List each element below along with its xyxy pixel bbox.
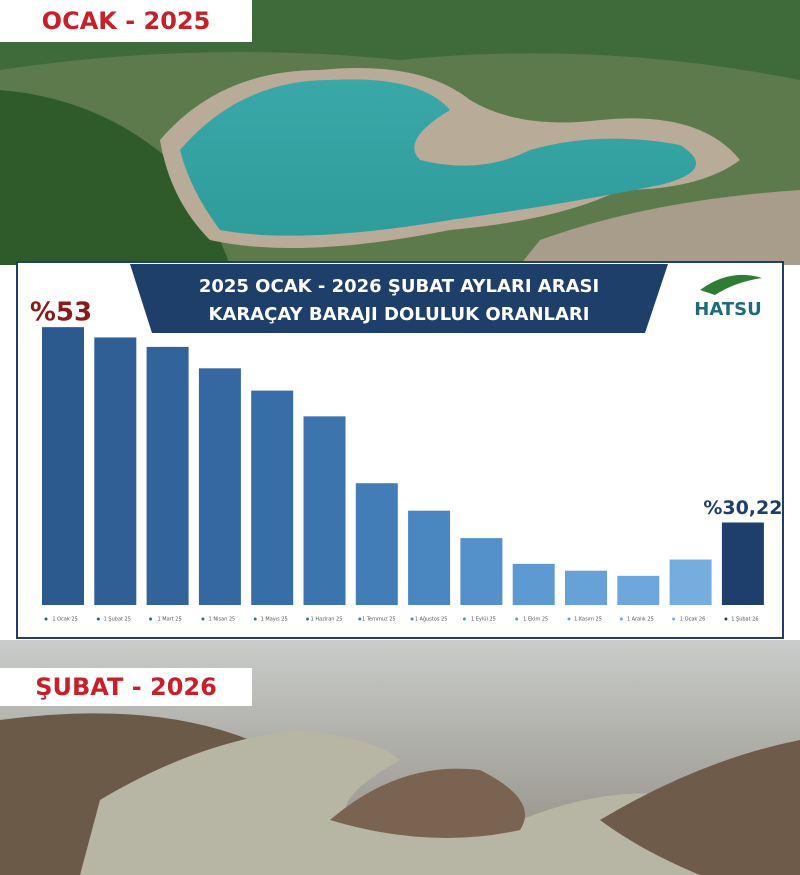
x-tick-label: 1 Ocak 25 — [52, 617, 77, 623]
title-banner — [130, 264, 668, 333]
value-label: %53 — [30, 298, 92, 328]
bar — [146, 346, 189, 605]
bar — [408, 510, 451, 605]
bar — [42, 327, 84, 605]
bar — [460, 538, 503, 605]
x-tick-label: 1 Şubat 25 — [104, 617, 131, 623]
legend-dot — [672, 617, 676, 621]
legend-dot — [619, 617, 623, 621]
bar — [303, 416, 346, 605]
legend-dot — [567, 617, 571, 621]
legend-dot — [96, 617, 100, 621]
legend-dot — [515, 617, 519, 621]
legend-dot — [462, 617, 466, 621]
bar — [565, 570, 607, 605]
x-tick-label: 1 Mayıs 25 — [261, 617, 288, 623]
value-label: %30,22 — [703, 497, 782, 519]
photo-label: ŞUBAT - 2026 — [35, 673, 217, 701]
x-tick-label: 1 Ağustos 25 — [415, 616, 448, 623]
legend-dot — [149, 617, 153, 621]
x-tick-label: 1 Mart 25 — [158, 617, 182, 623]
chart-title: KARAÇAY BARAJI DOLULUK ORANLARI — [209, 304, 590, 325]
legend-dot — [306, 617, 309, 621]
bar — [355, 483, 398, 605]
x-tick-label: 1 Haziran 25 — [311, 617, 343, 623]
label-box — [0, 0, 252, 42]
x-tick-label: 1 Aralık 25 — [627, 617, 654, 623]
bar — [94, 337, 137, 605]
bar — [251, 390, 294, 605]
bar — [512, 563, 555, 605]
legend-dot — [201, 617, 205, 621]
x-tick-label: 1 Ekim 25 — [523, 617, 548, 623]
x-tick-label: 1 Nisan 25 — [209, 617, 236, 623]
legend-dot — [358, 617, 362, 621]
logo: HATSU — [694, 299, 761, 320]
x-tick-label: 1 Ocak 26 — [680, 617, 705, 623]
legend-dot — [44, 617, 48, 621]
x-tick-label: 1 Şubat 26 — [731, 617, 758, 623]
x-tick-label: 1 Temmuz 25 — [362, 617, 396, 623]
legend-dot — [724, 617, 728, 621]
x-tick-label: 1 Kasım 25 — [574, 617, 602, 623]
chart-title: 2025 OCAK - 2026 ŞUBAT AYLARI ARASI — [199, 276, 599, 297]
photo-label: OCAK - 2025 — [42, 7, 211, 35]
bar — [617, 575, 660, 605]
legend-dot — [253, 617, 257, 621]
label-box — [0, 668, 252, 706]
top-photo — [0, 0, 800, 265]
legend-dot — [410, 617, 414, 621]
x-tick-label: 1 Eylül 25 — [471, 617, 496, 623]
bar — [198, 368, 241, 605]
bar — [721, 522, 764, 605]
logo-leaf — [700, 274, 762, 295]
bar — [669, 559, 712, 605]
